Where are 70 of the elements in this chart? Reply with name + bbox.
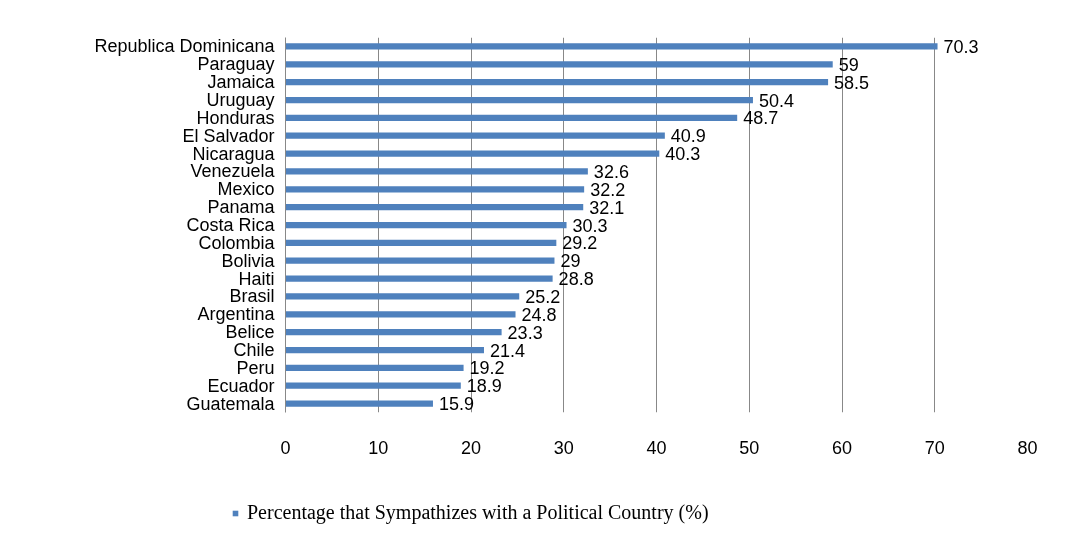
- y-tick-label: Republica Dominicana: [94, 36, 276, 57]
- data-label: 40.9: [670, 126, 706, 147]
- bar: [285, 79, 829, 86]
- data-label: 21.4: [489, 340, 526, 361]
- bar: [285, 329, 502, 336]
- bar: [285, 132, 665, 139]
- y-tick-label: Belice: [225, 322, 275, 343]
- x-tick-label: 20: [460, 437, 482, 458]
- bar: [285, 382, 461, 389]
- bar: [285, 400, 433, 407]
- y-tick-label: Argentina: [197, 304, 276, 325]
- bar: [285, 239, 557, 246]
- x-tick-label: 80: [1017, 437, 1038, 458]
- data-label: 32.1: [589, 197, 625, 218]
- y-tick-label: Haiti: [238, 268, 275, 289]
- bar: [285, 168, 588, 175]
- y-tick-label: Ecuador: [207, 375, 275, 396]
- y-tick-label: Paraguay: [197, 54, 275, 75]
- y-tick-label: El Salvador: [182, 125, 275, 146]
- data-label: 30.3: [572, 215, 608, 236]
- x-tick-label: 0: [280, 437, 291, 458]
- bar: [285, 43, 938, 50]
- x-tick-label: 10: [368, 437, 389, 458]
- data-label: 58.5: [834, 72, 870, 93]
- data-label: 23.3: [507, 322, 543, 343]
- data-label: 32.6: [593, 161, 629, 182]
- y-tick-label: Uruguay: [206, 90, 275, 110]
- y-tick-label: Peru: [236, 357, 275, 378]
- x-tick-label: 40: [646, 437, 667, 458]
- data-label: 19.2: [469, 358, 505, 379]
- x-tick-label: 60: [831, 437, 853, 458]
- data-label: 59: [838, 54, 859, 75]
- data-label: 32.2: [590, 179, 626, 200]
- y-tick-label: Colombia: [198, 232, 276, 253]
- data-label: 29.2: [562, 233, 598, 254]
- data-label: 29: [560, 251, 581, 272]
- data-label: 15.9: [438, 394, 475, 415]
- data-label: 24.8: [521, 304, 557, 325]
- bar: [285, 204, 584, 211]
- bar: [285, 311, 516, 318]
- bar: [285, 221, 567, 229]
- y-tick-label: Chile: [233, 340, 275, 360]
- bar: [285, 61, 833, 68]
- y-tick-label: Bolivia: [221, 250, 276, 271]
- bar: [285, 186, 585, 193]
- data-label: 28.8: [558, 269, 594, 290]
- bar: [285, 257, 555, 264]
- data-label: 40.3: [665, 144, 701, 165]
- x-tick-label: 50: [739, 437, 760, 458]
- bar: [285, 364, 464, 371]
- bar: [285, 346, 484, 354]
- bar: [285, 275, 553, 282]
- bar: [285, 96, 753, 104]
- y-tick-label: Guatemala: [186, 393, 276, 414]
- data-label: 50.4: [758, 90, 795, 111]
- x-tick-label: 70: [924, 437, 945, 458]
- data-label: 18.9: [466, 376, 502, 397]
- legend-label: Percentage that Sympathizes with a Political Country (%): [247, 501, 709, 524]
- y-tick-label: Brasil: [229, 286, 275, 307]
- bar: [285, 114, 738, 121]
- y-tick-label: Mexico: [217, 179, 275, 200]
- y-tick-label: Panama: [207, 197, 276, 218]
- bar: [285, 293, 520, 300]
- x-tick-label: 30: [553, 437, 574, 458]
- data-label: 48.7: [743, 108, 779, 129]
- y-tick-label: Nicaragua: [192, 143, 276, 164]
- data-label: 25.2: [525, 286, 561, 307]
- data-label: 70.3: [943, 36, 979, 57]
- bar: [285, 150, 660, 157]
- y-tick-label: Costa Rica: [186, 215, 276, 235]
